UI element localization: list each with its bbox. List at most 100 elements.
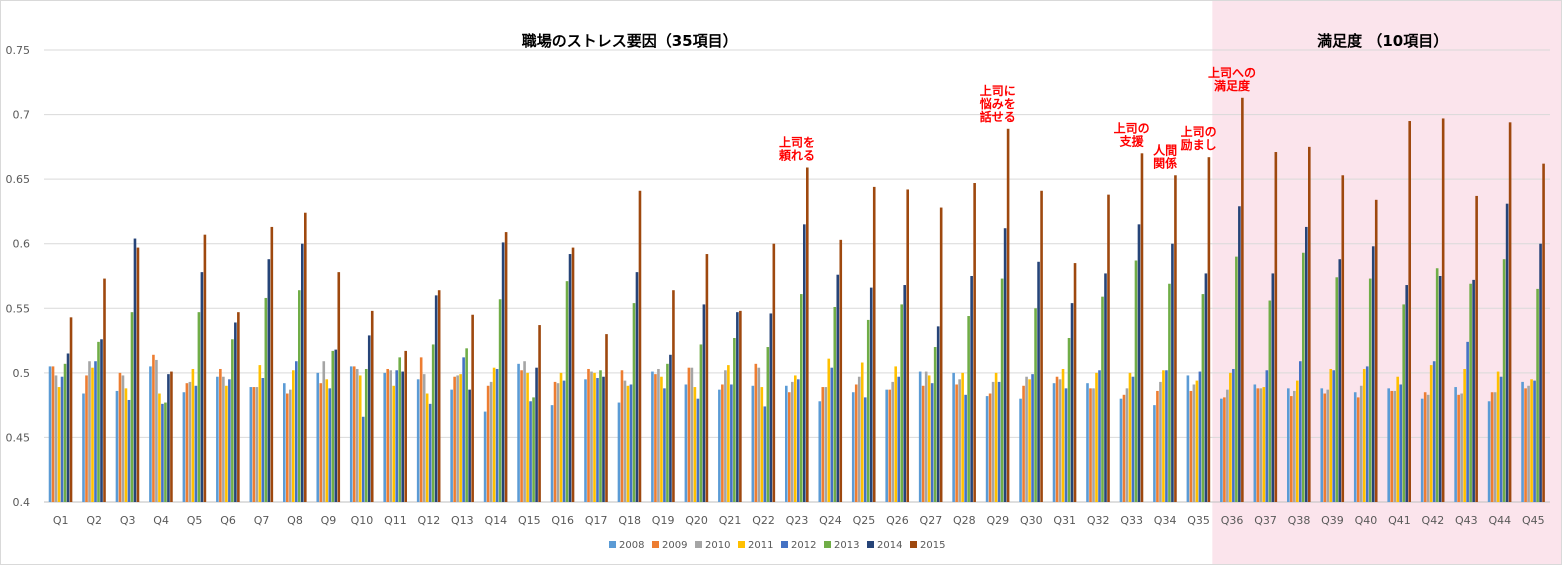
bar-2012-Q41 <box>1399 384 1402 502</box>
bar-2013-Q2 <box>97 341 100 502</box>
bar-2014-Q25 <box>869 287 873 502</box>
annotation-label: 関係 <box>1153 155 1177 170</box>
bar-2011-Q6 <box>225 385 228 502</box>
bar-2013-Q32 <box>1101 296 1104 502</box>
y-tick-label: 0.55 <box>6 302 31 315</box>
bar-2012-Q31 <box>1064 388 1068 502</box>
bar-2009-Q31 <box>1055 376 1059 502</box>
bar-2009-Q26 <box>888 389 891 502</box>
bar-2014-Q6 <box>234 322 237 502</box>
bar-2012-Q27 <box>930 383 934 502</box>
bar-2009-Q15 <box>520 370 523 502</box>
bar-2014-Q33 <box>1137 224 1141 502</box>
bar-2013-Q31 <box>1067 337 1071 502</box>
bar-2015-Q9 <box>337 272 341 502</box>
bar-2013-Q8 <box>298 290 301 502</box>
bar-2014-Q42 <box>1438 276 1442 502</box>
legend-swatch-2008 <box>609 541 616 548</box>
section-title-stress: 職場のストレス要因（35項目） <box>522 32 738 50</box>
y-tick-label: 0.75 <box>6 44 31 57</box>
bar-2015-Q14 <box>504 232 508 502</box>
y-tick-label: 0.5 <box>13 367 31 380</box>
bar-2008-Q20 <box>684 384 688 502</box>
bar-2011-Q5 <box>191 368 195 502</box>
bar-2010-Q11 <box>389 370 392 502</box>
bar-2013-Q38 <box>1302 252 1305 502</box>
bar-2015-Q41 <box>1408 121 1411 502</box>
bar-2009-Q3 <box>118 372 122 502</box>
x-tick-label: Q42 <box>1422 514 1445 527</box>
bar-2012-Q34 <box>1165 370 1168 502</box>
bar-2014-Q18 <box>635 272 639 502</box>
bar-2015-Q35 <box>1207 157 1211 502</box>
x-tick-label: Q8 <box>287 514 303 527</box>
bar-2010-Q8 <box>289 389 292 502</box>
bar-2013-Q26 <box>900 304 903 502</box>
annotation-label: 上司を <box>779 135 815 150</box>
section-title-satisfaction: 満足度 （10項目） <box>1317 32 1448 50</box>
bar-2011-Q14 <box>492 367 496 502</box>
bar-2013-Q39 <box>1335 277 1339 502</box>
bar-2014-Q4 <box>167 374 170 502</box>
x-tick-label: Q2 <box>86 514 102 527</box>
bar-2008-Q4 <box>149 366 152 502</box>
bar-2013-Q3 <box>130 312 134 502</box>
bar-2015-Q45 <box>1542 163 1545 502</box>
bar-2014-Q10 <box>367 335 371 502</box>
bar-2010-Q14 <box>489 381 493 502</box>
bar-2015-Q37 <box>1274 152 1278 502</box>
bar-2009-Q25 <box>854 384 858 502</box>
x-tick-label: Q7 <box>254 514 270 527</box>
bar-2011-Q15 <box>526 372 529 502</box>
x-tick-label: Q15 <box>518 514 541 527</box>
bar-2013-Q30 <box>1034 308 1037 502</box>
bar-2013-Q37 <box>1268 300 1272 502</box>
bar-2009-Q16 <box>553 381 557 502</box>
bar-2008-Q25 <box>851 392 855 502</box>
x-tick-label: Q26 <box>886 514 909 527</box>
bar-2015-Q4 <box>170 371 173 502</box>
x-tick-label: Q24 <box>819 514 842 527</box>
bar-2008-Q41 <box>1387 388 1390 502</box>
bar-2010-Q41 <box>1393 390 1396 502</box>
x-tick-label: Q22 <box>752 514 775 527</box>
bar-2015-Q22 <box>772 243 776 502</box>
bar-2014-Q15 <box>535 367 538 502</box>
x-tick-label: Q41 <box>1388 514 1411 527</box>
bar-2010-Q3 <box>121 375 125 502</box>
bar-2011-Q1 <box>57 387 61 502</box>
annotation-label: 上司への <box>1208 65 1256 80</box>
bar-2012-Q37 <box>1265 370 1269 502</box>
bar-2012-Q11 <box>395 370 398 502</box>
x-tick-label: Q18 <box>618 514 641 527</box>
bar-2014-Q36 <box>1238 206 1241 502</box>
bar-2011-Q26 <box>894 366 897 502</box>
bar-2011-Q22 <box>760 387 764 502</box>
x-tick-label: Q21 <box>719 514 742 527</box>
x-axis: Q1 Q2 Q3 Q4 Q5 Q6 Q7 Q8 Q9 Q10 Q11 Q12 Q13 Q14 Q15 Q16 Q… <box>53 514 1545 527</box>
bar-2010-Q24 <box>824 387 828 502</box>
bar-2010-Q13 <box>456 375 459 502</box>
annotation-label: 頼れる <box>778 148 815 163</box>
bar-2012-Q28 <box>964 394 967 502</box>
bar-2011-Q17 <box>593 372 596 502</box>
bar-2009-Q27 <box>921 385 925 502</box>
bar-2009-Q36 <box>1223 397 1226 502</box>
bar-2010-Q1 <box>54 375 58 502</box>
bar-2011-Q38 <box>1296 380 1299 502</box>
bar-2009-Q28 <box>955 384 958 502</box>
bar-2008-Q12 <box>416 379 420 502</box>
bar-2009-Q5 <box>185 383 189 502</box>
bar-2013-Q23 <box>800 294 803 502</box>
bar-2013-Q34 <box>1168 283 1171 502</box>
bar-2011-Q33 <box>1128 372 1132 502</box>
bar-2013-Q21 <box>733 337 736 502</box>
bar-2012-Q33 <box>1131 376 1135 502</box>
bar-2013-Q17 <box>599 370 602 502</box>
bar-2012-Q9 <box>328 388 332 502</box>
bar-2011-Q9 <box>325 379 329 502</box>
x-tick-label: Q28 <box>953 514 976 527</box>
bar-2014-Q24 <box>836 274 840 502</box>
bar-2008-Q29 <box>985 396 989 502</box>
bar-2013-Q13 <box>465 348 468 502</box>
